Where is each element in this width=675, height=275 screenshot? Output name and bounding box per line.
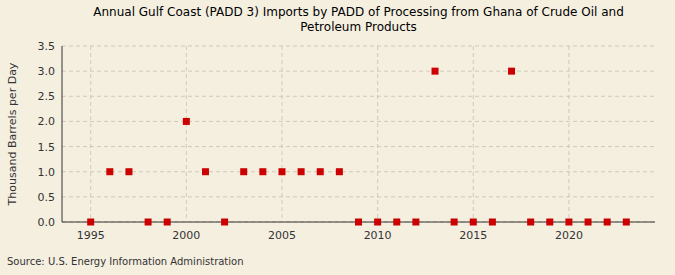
grid-line <box>281 46 282 222</box>
grid-line <box>62 121 655 122</box>
point <box>202 168 209 175</box>
y-axis <box>62 46 63 222</box>
point <box>164 219 171 226</box>
point <box>470 219 477 226</box>
point <box>183 118 190 125</box>
tick-label: 2010 <box>364 229 392 242</box>
tick-label: 2020 <box>555 229 583 242</box>
grid-line <box>62 46 655 47</box>
points <box>87 68 630 226</box>
point <box>604 219 611 226</box>
point <box>87 219 94 226</box>
chart: 0.0 0.5 1.0 1.5 2.0 2.5 3.0 3.5 1995 2000 2005 2010… <box>0 0 675 275</box>
title-line: Petroleum Products <box>300 20 417 34</box>
point <box>393 219 400 226</box>
tick-label: 2000 <box>172 229 200 242</box>
tick-label: 1995 <box>77 229 105 242</box>
title: Annual Gulf Coast (PADD 3) Imports by PA… <box>93 5 624 34</box>
point <box>489 219 496 226</box>
tick-label: 2015 <box>459 229 487 242</box>
point <box>565 219 572 226</box>
point <box>298 168 305 175</box>
point <box>432 68 439 75</box>
tick-label: 1.5 <box>38 141 56 154</box>
point <box>412 219 419 226</box>
background <box>0 0 675 275</box>
point <box>527 219 534 226</box>
grid-line <box>377 46 378 222</box>
point <box>508 68 515 75</box>
point <box>278 168 285 175</box>
point <box>623 219 630 226</box>
annotation: Source: U.S. Energy Information Administ… <box>7 256 244 267</box>
grid-line <box>62 171 655 172</box>
ticks: 0.0 0.5 1.0 1.5 2.0 2.5 3.0 3.5 1995 2000 2005 2010… <box>38 40 583 242</box>
tick-label: 3.5 <box>38 40 56 53</box>
point <box>125 168 132 175</box>
grid-line <box>473 46 474 222</box>
grid-line <box>62 96 655 97</box>
tick-label: 3.0 <box>38 65 56 78</box>
grid-line <box>186 46 187 222</box>
grid-line <box>62 146 655 147</box>
grid-line <box>62 71 655 72</box>
tick-label: 2.5 <box>38 90 56 103</box>
tick-label: 0.0 <box>38 216 56 229</box>
point <box>221 219 228 226</box>
tick-label: 0.5 <box>38 191 56 204</box>
point <box>106 168 113 175</box>
point <box>546 219 553 226</box>
point <box>259 168 266 175</box>
grid-line <box>62 196 655 197</box>
point <box>374 219 381 226</box>
y-axis-label: Thousand Barrels per Day <box>6 62 19 206</box>
grid-line <box>90 46 91 222</box>
tick-label: 2005 <box>268 229 296 242</box>
tick-label: 1.0 <box>38 166 56 179</box>
tick-label: 2.0 <box>38 115 56 128</box>
point <box>240 168 247 175</box>
title-line: Annual Gulf Coast (PADD 3) Imports by PA… <box>93 5 624 19</box>
point <box>355 219 362 226</box>
grid <box>62 46 655 222</box>
point <box>451 219 458 226</box>
grid-line <box>568 46 569 222</box>
point <box>585 219 592 226</box>
point <box>336 168 343 175</box>
point <box>317 168 324 175</box>
point <box>145 219 152 226</box>
